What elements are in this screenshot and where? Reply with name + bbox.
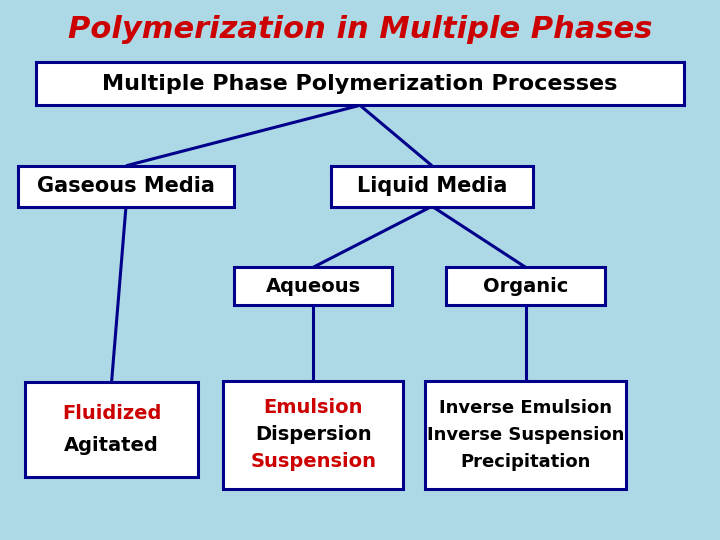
Text: Agitated: Agitated (64, 436, 159, 455)
FancyBboxPatch shape (223, 381, 403, 489)
Text: Gaseous Media: Gaseous Media (37, 176, 215, 197)
FancyBboxPatch shape (18, 166, 234, 206)
Text: Polymerization in Multiple Phases: Polymerization in Multiple Phases (68, 15, 652, 44)
Text: Emulsion: Emulsion (264, 399, 363, 417)
FancyBboxPatch shape (425, 381, 626, 489)
FancyBboxPatch shape (234, 267, 392, 305)
FancyBboxPatch shape (331, 166, 533, 206)
Text: Inverse Emulsion: Inverse Emulsion (439, 399, 612, 417)
Text: Dispersion: Dispersion (255, 425, 372, 444)
Text: Precipitation: Precipitation (460, 453, 591, 470)
FancyBboxPatch shape (446, 267, 605, 305)
Text: Liquid Media: Liquid Media (357, 176, 507, 197)
Text: Organic: Organic (483, 276, 568, 296)
Text: Multiple Phase Polymerization Processes: Multiple Phase Polymerization Processes (102, 73, 618, 94)
Text: Fluidized: Fluidized (62, 404, 161, 423)
FancyBboxPatch shape (36, 62, 684, 105)
Text: Inverse Suspension: Inverse Suspension (427, 426, 624, 444)
Text: Aqueous: Aqueous (266, 276, 361, 296)
FancyBboxPatch shape (25, 382, 198, 477)
Text: Suspension: Suspension (251, 452, 376, 471)
